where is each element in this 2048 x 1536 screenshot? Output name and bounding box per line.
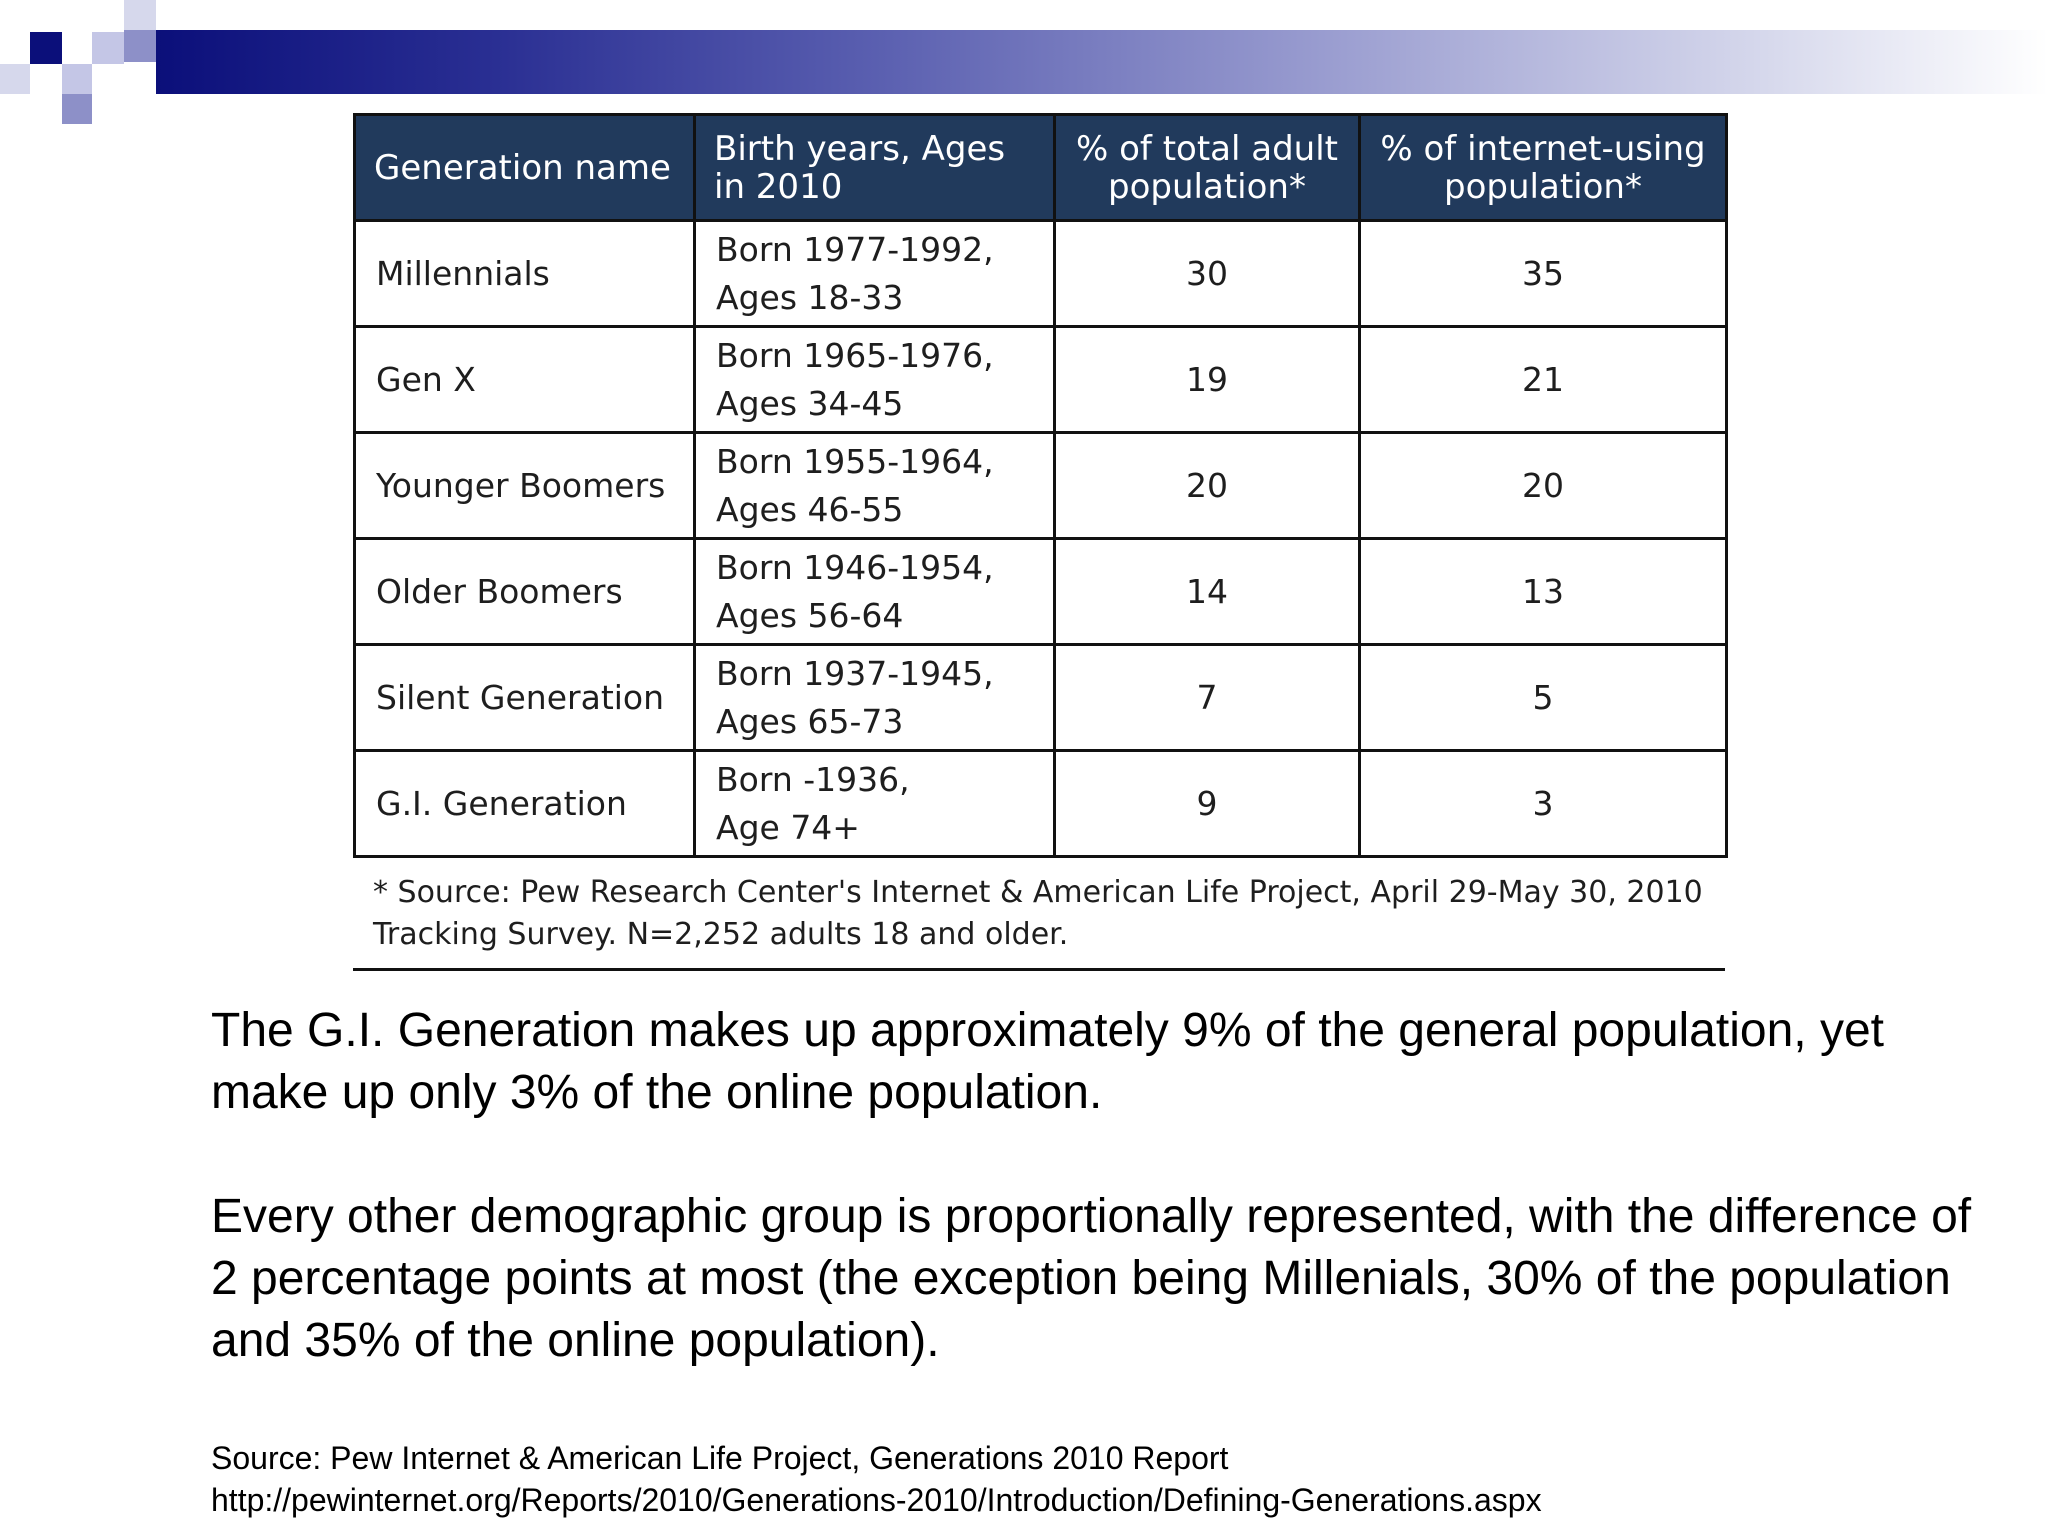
table-row: Gen X Born 1965-1976, Ages 34-45 19 21 [353, 325, 1728, 434]
table-header-row: Generation name Birth years, Ages in 201… [353, 113, 1728, 222]
birth-years-cell: Born -1936, Age 74+ [693, 749, 1056, 858]
body-paragraph: The G.I. Generation makes up approximate… [211, 1004, 1884, 1119]
birth-years-cell: Born 1955-1964, Ages 46-55 [693, 431, 1056, 540]
born-range: Born 1946-1954, [716, 547, 994, 587]
decor-square [0, 64, 30, 94]
decor-square [124, 0, 156, 30]
generation-name-cell: Silent Generation [353, 643, 696, 752]
age-range: Ages 46-55 [716, 489, 904, 529]
birth-years-cell: Born 1937-1945, Ages 65-73 [693, 643, 1056, 752]
adult-pct-cell: 20 [1053, 431, 1361, 540]
table-footnote: * Source: Pew Research Center's Internet… [353, 858, 1725, 971]
age-range: Ages 56-64 [716, 595, 904, 635]
adult-pct-cell: 14 [1053, 537, 1361, 646]
generation-name-cell: Millennials [353, 219, 696, 328]
internet-pct-cell: 20 [1358, 431, 1728, 540]
generation-name-cell: Gen X [353, 325, 696, 434]
header-gradient-bar [156, 30, 2048, 94]
decor-square [124, 30, 156, 62]
internet-pct-cell: 13 [1358, 537, 1728, 646]
birth-years-cell: Born 1965-1976, Ages 34-45 [693, 325, 1056, 434]
age-range: Ages 34-45 [716, 383, 904, 423]
table-row: Millennials Born 1977-1992, Ages 18-33 30… [353, 219, 1728, 328]
decor-square [92, 64, 124, 94]
born-range: Born -1936, [716, 759, 910, 799]
born-range: Born 1965-1976, [716, 335, 994, 375]
body-paragraph: Every other demographic group is proport… [211, 1190, 1972, 1367]
decor-square [92, 32, 124, 64]
table-row: Silent Generation Born 1937-1945, Ages 65… [353, 643, 1728, 752]
born-range: Born 1955-1964, [716, 441, 994, 481]
column-header: Generation name [353, 113, 696, 222]
adult-pct-cell: 30 [1053, 219, 1361, 328]
age-range: Age 74+ [716, 807, 860, 847]
table-row: Younger Boomers Born 1955-1964, Ages 46-5… [353, 431, 1728, 540]
source-citation: Source: Pew Internet & American Life Pro… [211, 1437, 1991, 1521]
generation-name-cell: Older Boomers [353, 537, 696, 646]
birth-years-cell: Born 1977-1992, Ages 18-33 [693, 219, 1056, 328]
decor-square [0, 0, 64, 30]
table-row: Older Boomers Born 1946-1954, Ages 56-64 … [353, 537, 1728, 646]
internet-pct-cell: 3 [1358, 749, 1728, 858]
generation-name-cell: G.I. Generation [353, 749, 696, 858]
adult-pct-cell: 19 [1053, 325, 1361, 434]
generation-name-cell: Younger Boomers [353, 431, 696, 540]
birth-years-cell: Born 1946-1954, Ages 56-64 [693, 537, 1056, 646]
decor-square [62, 94, 92, 124]
born-range: Born 1937-1945, [716, 653, 994, 693]
table-row: G.I. Generation Born -1936, Age 74+ 9 3 [353, 749, 1728, 858]
decor-square [62, 64, 92, 94]
adult-pct-cell: 9 [1053, 749, 1361, 858]
column-header: % of internet-using population* [1358, 113, 1728, 222]
generations-table-figure: Generation name Birth years, Ages in 201… [353, 113, 1728, 971]
decor-square [30, 32, 62, 64]
source-url: http://pewinternet.org/Reports/2010/Gene… [211, 1482, 1542, 1518]
adult-pct-cell: 7 [1053, 643, 1361, 752]
source-line: Source: Pew Internet & American Life Pro… [211, 1440, 1229, 1476]
internet-pct-cell: 21 [1358, 325, 1728, 434]
column-header: Birth years, Ages in 2010 [693, 113, 1056, 222]
internet-pct-cell: 5 [1358, 643, 1728, 752]
age-range: Ages 18-33 [716, 277, 904, 317]
age-range: Ages 65-73 [716, 701, 904, 741]
born-range: Born 1977-1992, [716, 229, 994, 269]
column-header: % of total adult population* [1053, 113, 1361, 222]
generations-table: Generation name Birth years, Ages in 201… [353, 113, 1728, 858]
slide-body: The G.I. Generation makes up approximate… [211, 1000, 1991, 1372]
internet-pct-cell: 35 [1358, 219, 1728, 328]
